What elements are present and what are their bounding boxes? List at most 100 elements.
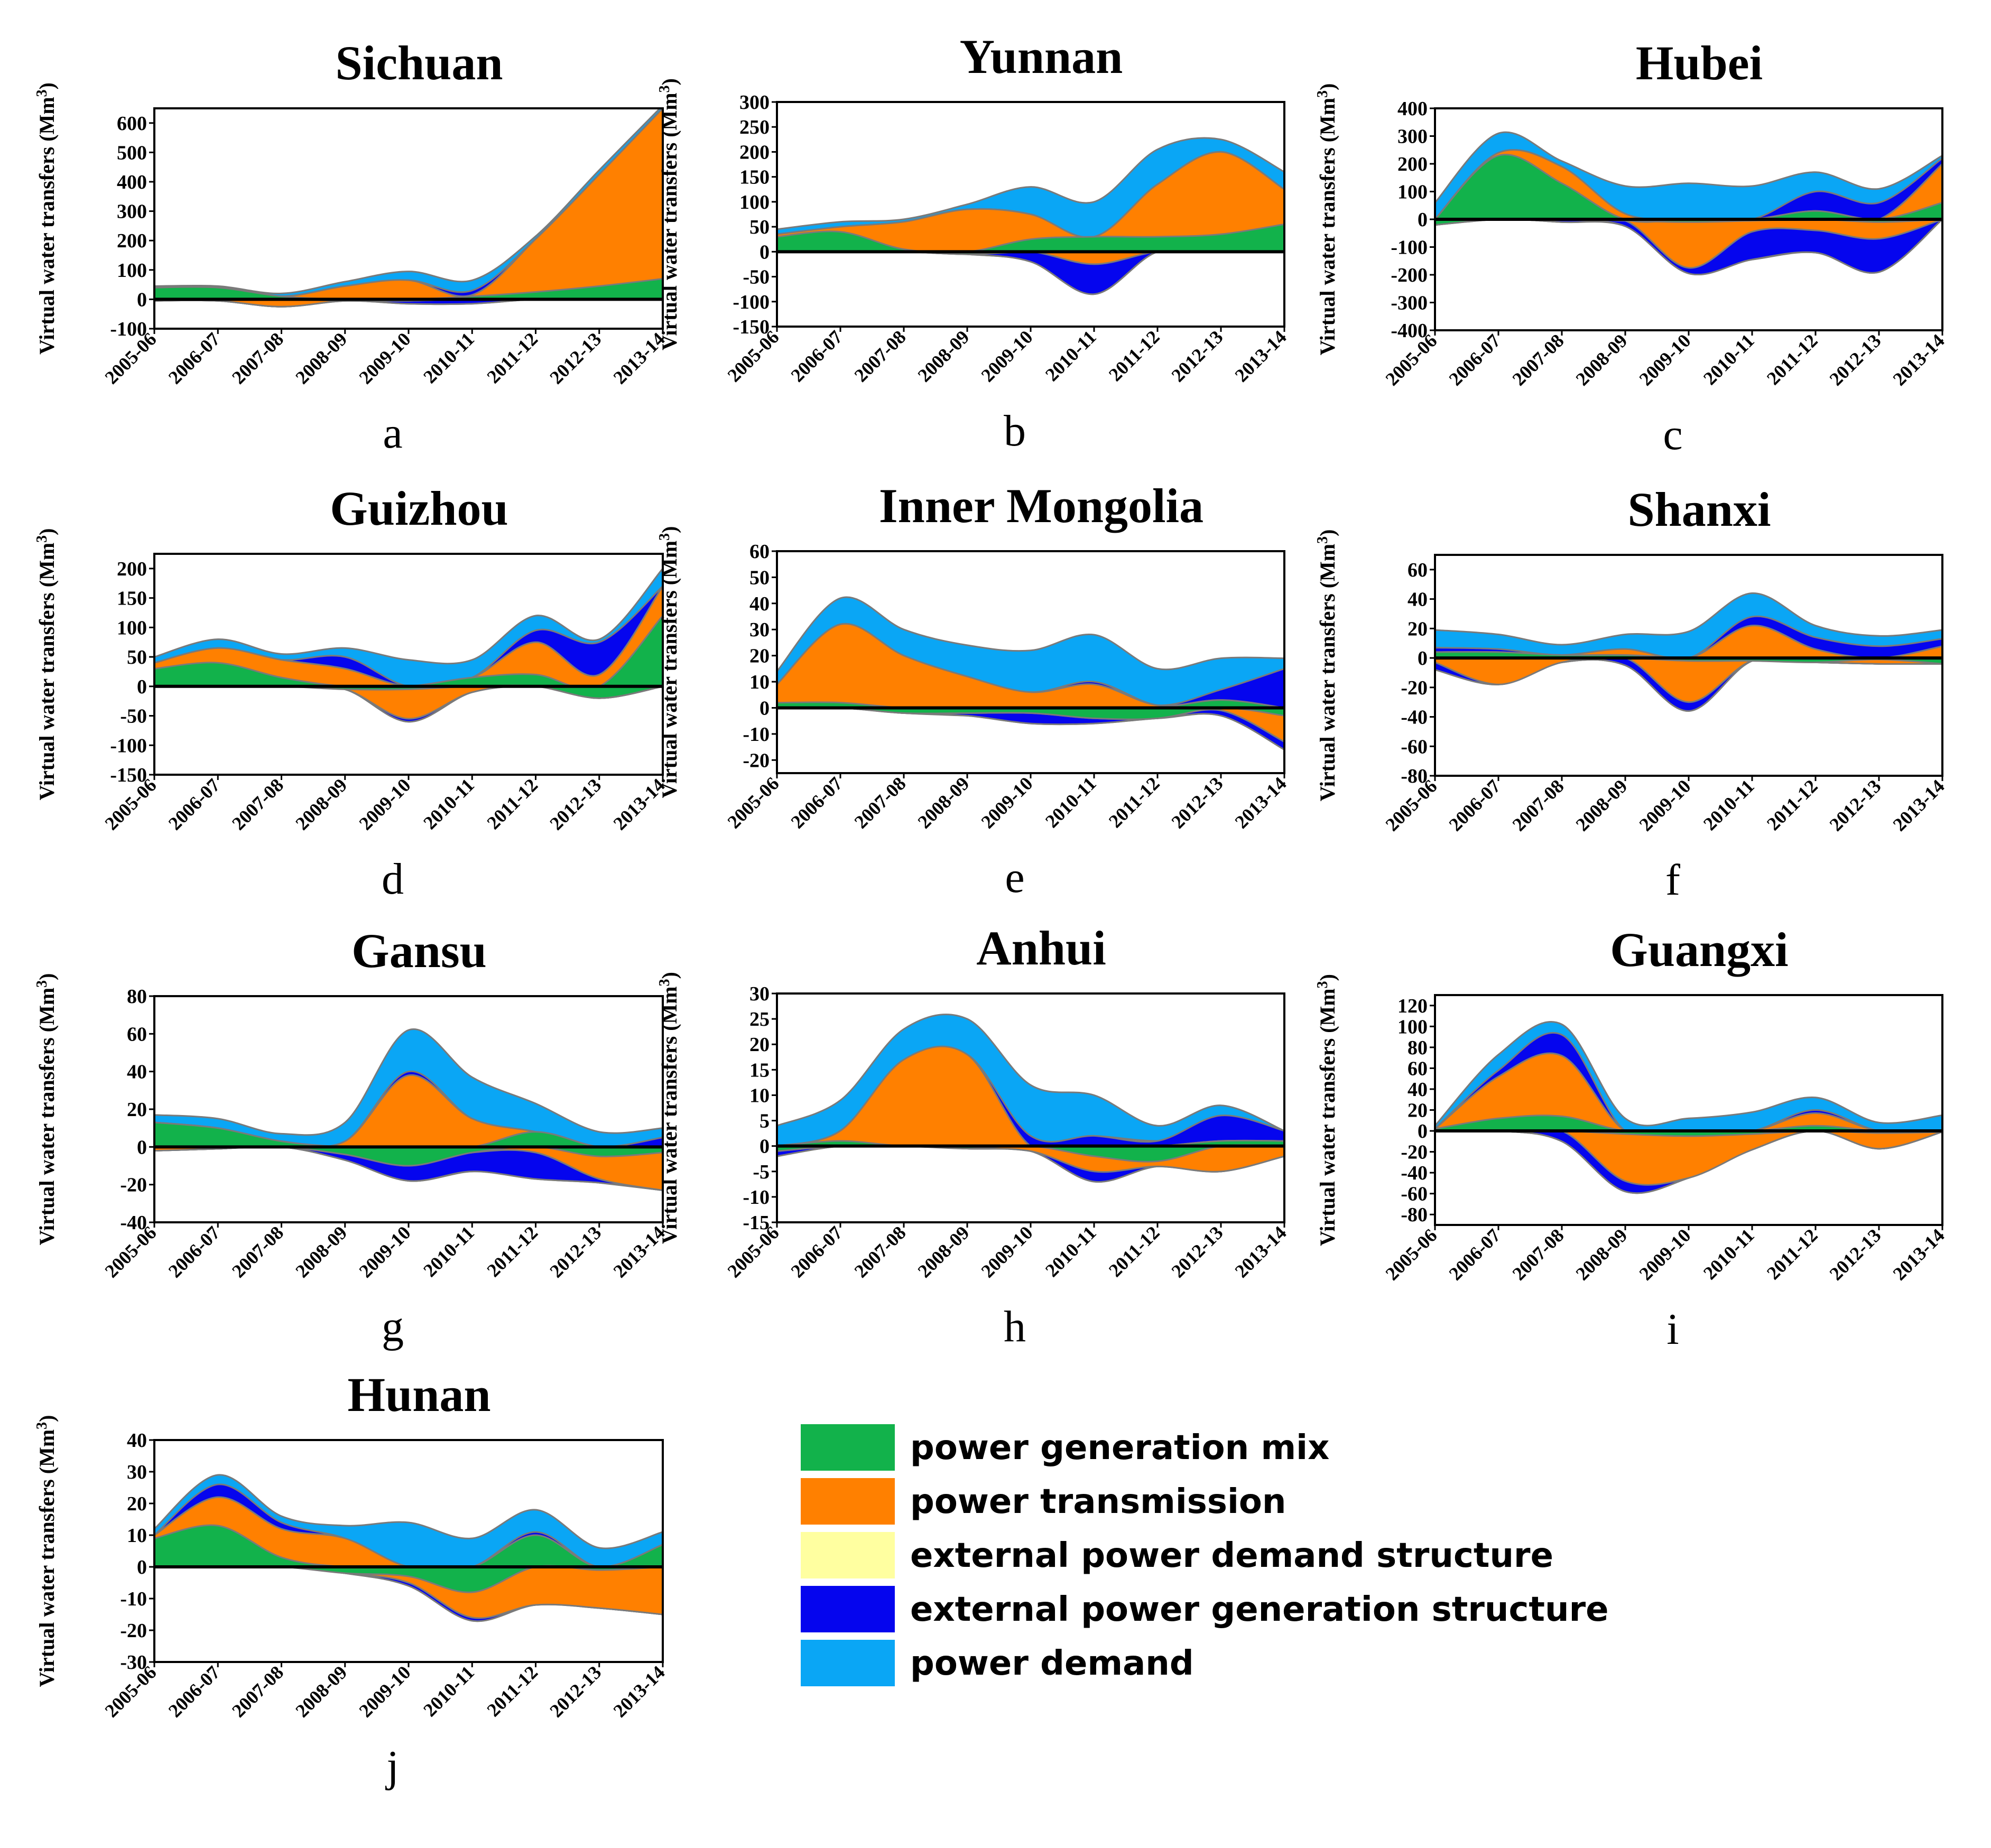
x-tick-label: 2008-09 <box>1572 775 1632 835</box>
y-tick-label: 50 <box>749 216 770 238</box>
x-tick-label: 2008-09 <box>1572 1224 1632 1284</box>
y-tick-label: -80 <box>1401 1204 1428 1226</box>
x-tick-label: 2007-08 <box>228 774 288 834</box>
y-axis-label: Virtual water transfers (Mm3) <box>34 1415 59 1687</box>
y-tick-label: 0 <box>1418 1120 1428 1143</box>
y-tick-label: 30 <box>749 619 770 641</box>
y-tick-label: 20 <box>749 1034 770 1056</box>
y-tick-label: 0 <box>1418 647 1428 670</box>
y-tick-label: 0 <box>137 1136 147 1158</box>
y-tick-label: 400 <box>117 171 147 193</box>
y-tick-label: 60 <box>1407 559 1428 581</box>
legend-label-egs: external power generation structure <box>910 1590 1609 1629</box>
x-tick-label: 2011-12 <box>483 774 542 833</box>
x-tick-label: 2010-11 <box>1041 1222 1100 1281</box>
x-tick-label: 2007-08 <box>1508 775 1568 835</box>
panel-label: b <box>1004 406 1026 456</box>
x-tick-label: 2006-07 <box>164 774 224 834</box>
y-tick-label: 500 <box>117 142 147 164</box>
chart-title: Hubei <box>1636 36 1763 90</box>
x-tick-label: 2006-07 <box>1445 1224 1505 1284</box>
y-axis-label: Virtual water transfers (Mm3) <box>656 78 681 350</box>
y-tick-label: -150 <box>110 764 147 786</box>
y-axis-label: Virtual water transfers (Mm3) <box>656 972 681 1244</box>
panel-label: j <box>385 1742 399 1791</box>
y-tick-label: 10 <box>127 1525 147 1547</box>
x-tick-label: 2013-14 <box>1889 1224 1949 1284</box>
x-tick-label: 2007-08 <box>228 328 288 388</box>
y-tick-label: -20 <box>120 1174 147 1196</box>
y-tick-label: 100 <box>739 191 770 213</box>
y-tick-label: 40 <box>1407 589 1428 611</box>
x-tick-label: 2013-14 <box>1889 330 1949 389</box>
y-tick-label: -20 <box>1401 677 1428 699</box>
panel-label: i <box>1666 1305 1679 1354</box>
y-tick-label: 80 <box>1407 1037 1428 1059</box>
x-tick-label: 2011-12 <box>1105 1222 1164 1281</box>
x-tick-label: 2005-06 <box>724 773 783 832</box>
x-tick-label: 2011-12 <box>483 1222 542 1281</box>
x-tick-label: 2008-09 <box>1572 330 1632 389</box>
y-tick-label: -20 <box>1401 1141 1428 1164</box>
chart-title: Yunnan <box>960 30 1123 83</box>
y-tick-label: 120 <box>1397 995 1428 1017</box>
y-tick-label: 200 <box>739 141 770 163</box>
y-tick-label: 150 <box>739 166 770 189</box>
x-tick-label: 2012-13 <box>1168 1222 1227 1281</box>
x-tick-label: 2010-11 <box>419 1661 478 1721</box>
y-axis-label: Virtual water transfers (Mm3) <box>656 526 681 798</box>
x-tick-label: 2010-11 <box>419 1222 478 1281</box>
y-tick-label: 40 <box>1407 1079 1428 1101</box>
x-tick-label: 2006-07 <box>787 1222 847 1281</box>
x-tick-label: 2006-07 <box>164 328 224 388</box>
y-tick-label: 100 <box>1397 181 1428 203</box>
x-tick-label: 2010-11 <box>419 774 478 833</box>
y-tick-label: 200 <box>117 558 147 580</box>
x-tick-label: 2009-10 <box>977 326 1037 386</box>
y-tick-label: -300 <box>1391 292 1428 314</box>
y-axis-label: Virtual water transfers (Mm3) <box>34 973 59 1246</box>
y-tick-label: 250 <box>739 116 770 138</box>
legend-swatch-pd <box>801 1640 895 1686</box>
y-tick-label: -100 <box>110 318 147 340</box>
y-tick-label: -10 <box>743 723 770 746</box>
x-tick-label: 2006-07 <box>787 773 847 832</box>
x-tick-label: 2008-09 <box>291 1222 351 1281</box>
x-tick-label: 2009-10 <box>1635 775 1695 835</box>
y-tick-label: -50 <box>120 705 147 728</box>
area-pg-positive-yunnan <box>777 223 1284 254</box>
x-tick-label: 2012-13 <box>1168 326 1227 386</box>
x-tick-label: 2007-08 <box>228 1222 288 1281</box>
x-tick-label: 2010-11 <box>1699 1224 1758 1284</box>
y-tick-label: 0 <box>1418 209 1428 231</box>
x-tick-label: 2012-13 <box>1168 773 1227 832</box>
y-tick-label: -400 <box>1391 320 1428 342</box>
y-tick-label: 50 <box>127 646 147 668</box>
x-tick-label: 2007-08 <box>1508 1224 1568 1284</box>
y-tick-label: 25 <box>749 1008 770 1030</box>
chart-title: Guizhou <box>330 481 508 535</box>
legend-label-pg: power generation mix <box>910 1428 1329 1468</box>
y-tick-label: 150 <box>117 588 147 610</box>
x-tick-label: 2008-09 <box>291 1661 351 1721</box>
chart-title: Inner Mongolia <box>879 479 1203 533</box>
area-pt-negative-shanxi <box>1435 654 1942 703</box>
y-tick-label: -80 <box>1401 765 1428 787</box>
y-tick-label: -40 <box>1401 1162 1428 1184</box>
y-tick-label: 50 <box>749 567 770 589</box>
chart-title: Sichuan <box>335 36 503 90</box>
x-tick-label: 2013-14 <box>609 1661 669 1721</box>
x-tick-label: 2012-13 <box>1826 330 1885 389</box>
x-tick-label: 2007-08 <box>850 773 910 832</box>
x-tick-label: 2005-06 <box>1382 1224 1441 1284</box>
x-tick-label: 2007-08 <box>1508 330 1568 389</box>
panel-label: a <box>383 408 402 458</box>
y-tick-label: -100 <box>733 291 770 313</box>
x-tick-label: 2011-12 <box>1105 773 1164 832</box>
